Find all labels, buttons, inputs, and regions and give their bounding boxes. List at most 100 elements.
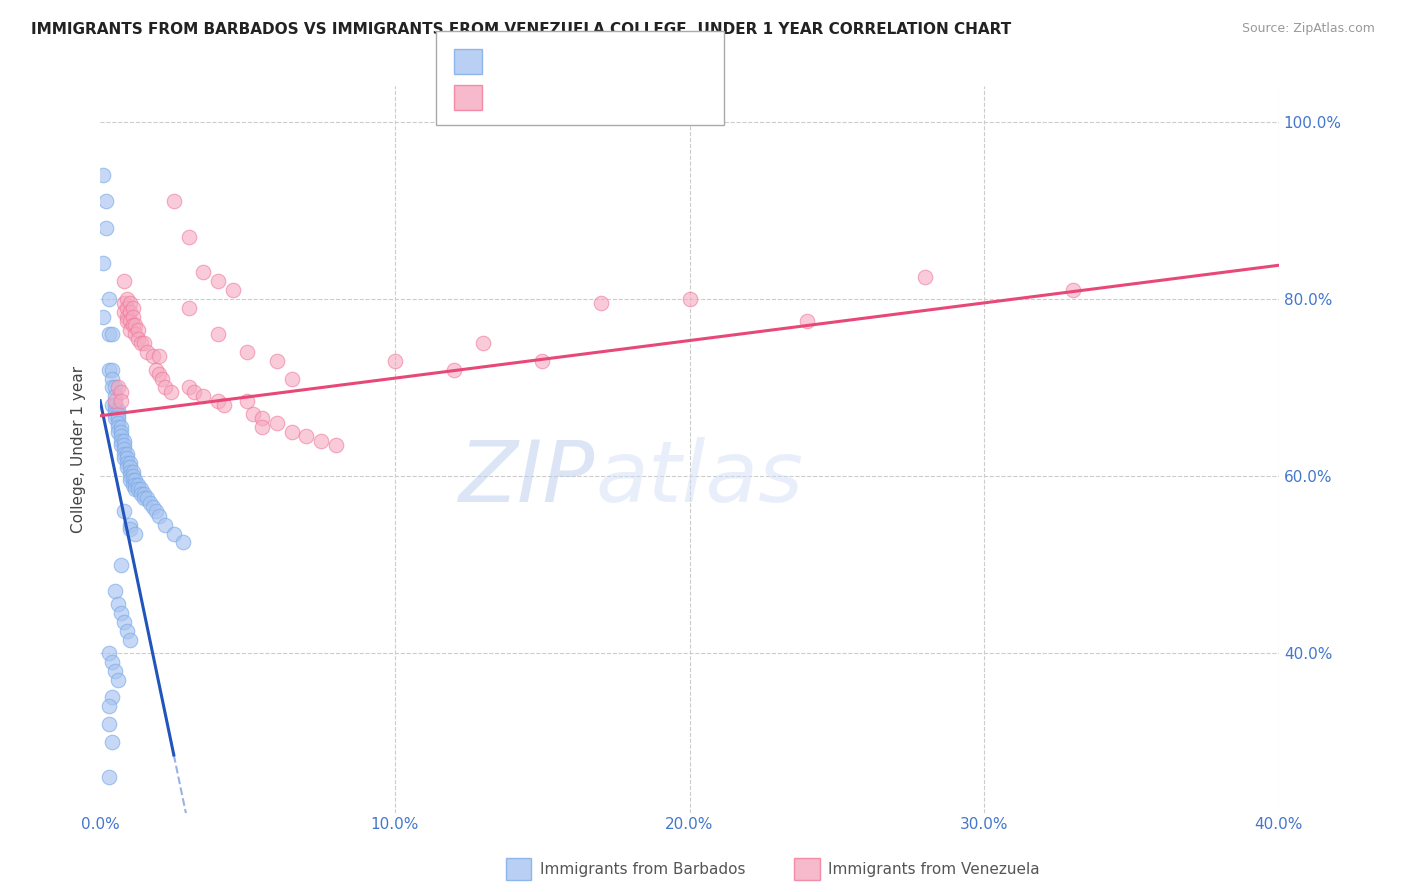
Text: 86: 86	[659, 49, 685, 67]
Point	[112, 438, 135, 452]
Point	[115, 292, 138, 306]
Point	[101, 327, 124, 342]
Point	[148, 350, 170, 364]
Point	[107, 402, 129, 417]
Point	[127, 323, 149, 337]
Point	[94, 194, 117, 209]
Point	[110, 438, 132, 452]
Point	[118, 474, 141, 488]
Point	[110, 420, 132, 434]
Point	[101, 734, 124, 748]
Point	[384, 354, 406, 368]
Point	[115, 624, 138, 638]
Point	[107, 598, 129, 612]
Point	[107, 673, 129, 687]
Point	[295, 429, 318, 443]
Point	[118, 469, 141, 483]
Point	[118, 314, 141, 328]
Point	[150, 371, 173, 385]
Point	[112, 615, 135, 629]
Point	[325, 438, 347, 452]
Point	[115, 310, 138, 324]
Point	[101, 380, 124, 394]
Point	[531, 354, 554, 368]
Point	[148, 367, 170, 381]
Point	[104, 402, 127, 417]
Point	[98, 363, 121, 377]
Text: R =: R =	[491, 87, 527, 104]
Point	[107, 425, 129, 439]
Point	[222, 283, 245, 297]
Point	[1062, 283, 1084, 297]
Point	[163, 526, 186, 541]
Point	[121, 478, 143, 492]
Point	[124, 327, 146, 342]
Point	[145, 363, 167, 377]
Point	[193, 265, 215, 279]
Point	[110, 607, 132, 621]
Point	[266, 354, 288, 368]
Point	[309, 434, 332, 448]
Point	[101, 655, 124, 669]
Point	[118, 323, 141, 337]
Text: -0.329: -0.329	[533, 49, 598, 67]
Point	[101, 398, 124, 412]
Text: Immigrants from Barbados: Immigrants from Barbados	[540, 863, 745, 877]
Point	[110, 429, 132, 443]
Point	[207, 327, 229, 342]
Point	[236, 393, 259, 408]
Point	[193, 389, 215, 403]
Point	[121, 301, 143, 315]
Text: R =: R =	[491, 49, 527, 67]
Point	[98, 717, 121, 731]
Point	[121, 318, 143, 333]
Point	[266, 416, 288, 430]
Text: ZIP: ZIP	[458, 437, 595, 520]
Text: N =: N =	[617, 49, 654, 67]
Point	[118, 305, 141, 319]
Point	[112, 434, 135, 448]
Point	[124, 478, 146, 492]
Point	[101, 371, 124, 385]
Point	[115, 451, 138, 466]
Point	[136, 345, 159, 359]
Point	[112, 447, 135, 461]
Text: 0.308: 0.308	[533, 87, 591, 104]
Point	[148, 508, 170, 523]
Point	[118, 517, 141, 532]
Point	[112, 504, 135, 518]
Point	[104, 389, 127, 403]
Point	[142, 500, 165, 514]
Point	[163, 194, 186, 209]
Point	[242, 407, 264, 421]
Point	[121, 310, 143, 324]
Point	[145, 504, 167, 518]
Text: 65: 65	[659, 87, 685, 104]
Point	[118, 456, 141, 470]
Point	[127, 332, 149, 346]
Point	[121, 465, 143, 479]
Point	[91, 256, 114, 270]
Point	[101, 363, 124, 377]
Point	[131, 483, 153, 497]
Point	[118, 465, 141, 479]
Point	[142, 350, 165, 364]
Point	[131, 336, 153, 351]
Point	[104, 664, 127, 678]
Point	[124, 318, 146, 333]
Point	[280, 425, 302, 439]
Point	[107, 416, 129, 430]
Point	[443, 363, 465, 377]
Point	[115, 314, 138, 328]
Point	[250, 420, 273, 434]
Point	[121, 474, 143, 488]
Point	[107, 380, 129, 394]
Point	[139, 495, 162, 509]
Point	[212, 398, 235, 412]
Point	[153, 380, 176, 394]
Point	[98, 770, 121, 784]
Point	[115, 460, 138, 475]
Point	[472, 336, 495, 351]
Text: N =: N =	[617, 87, 654, 104]
Point	[110, 425, 132, 439]
